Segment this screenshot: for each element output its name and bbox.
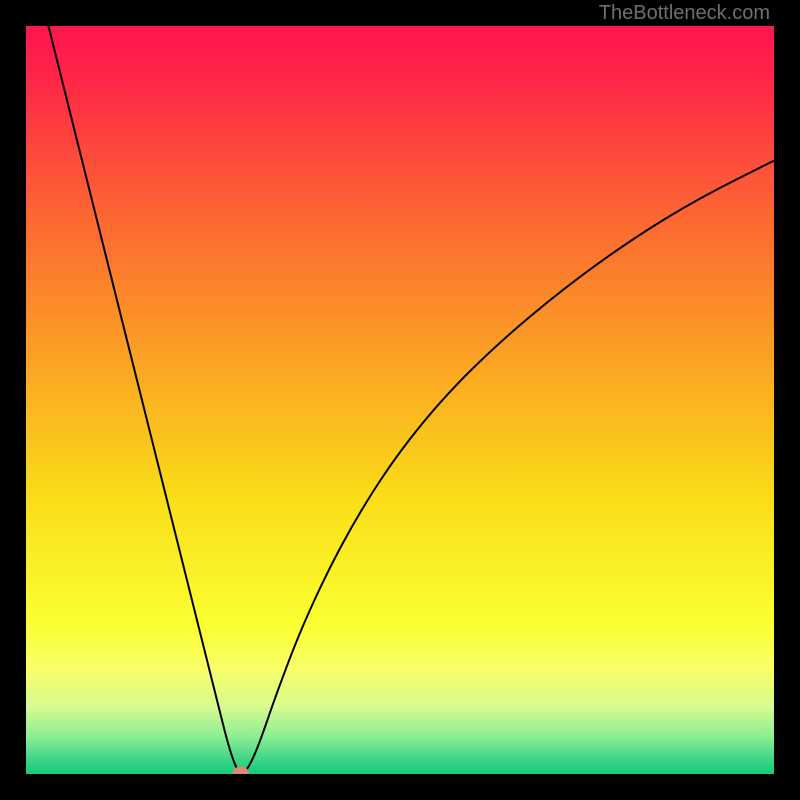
bottleneck-curve	[48, 26, 774, 773]
curve-layer	[26, 26, 774, 774]
chart-container: TheBottleneck.com	[0, 0, 800, 800]
watermark-text: TheBottleneck.com	[599, 2, 770, 25]
minimum-marker-icon	[233, 767, 249, 774]
plot-area	[26, 26, 774, 774]
